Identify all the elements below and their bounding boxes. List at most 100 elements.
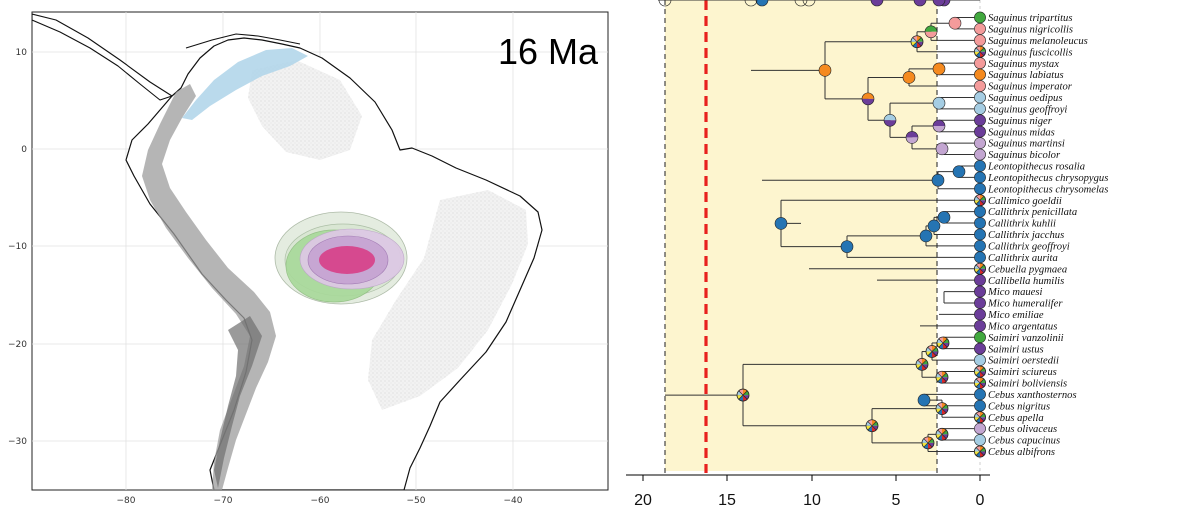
ancestral-state-pie xyxy=(920,230,932,242)
tip-state-marker xyxy=(974,377,985,388)
tip-state-marker xyxy=(974,389,985,400)
ancestral-state-pie xyxy=(953,166,965,178)
ancestral-state-pie xyxy=(933,63,945,75)
ancestral-state-pie xyxy=(916,358,928,370)
map-age-label: 16 Ma xyxy=(498,31,599,72)
tip-state-marker xyxy=(974,400,985,411)
ancestral-range xyxy=(275,212,407,304)
taxon-label: Cebuella pygmaea xyxy=(988,264,1067,275)
ancestral-state-pie xyxy=(819,64,831,76)
tip-state-marker xyxy=(974,240,985,251)
ancestral-state-pie xyxy=(936,428,948,440)
taxon-label: Cebus albifrons xyxy=(988,447,1055,458)
time-axis-label: 0 xyxy=(976,492,985,509)
tip-state-marker xyxy=(974,183,985,194)
tip-state-marker xyxy=(974,252,985,263)
time-axis-label: 20 xyxy=(634,492,652,509)
taxon-label: Cebus apella xyxy=(988,413,1044,424)
taxon-label: Saimiri sciureus xyxy=(988,367,1057,378)
tip-state-marker xyxy=(974,35,985,46)
tip-state-marker xyxy=(974,80,985,91)
paleo-map-panel: −80 −70 −60 −50 −40100−10−20−30 16 Ma xyxy=(8,12,608,506)
ancestral-state-pie xyxy=(841,241,853,253)
tip-state-marker xyxy=(974,58,985,69)
taxon-label: Saguinus midas xyxy=(988,127,1055,138)
taxon-label: Mico argentatus xyxy=(987,321,1057,332)
map-x-tick-label: −40 xyxy=(504,496,523,506)
taxon-label: Saimiri vanzolinii xyxy=(988,333,1064,344)
taxon-label: Callithrix penicillata xyxy=(988,207,1077,218)
map-y-tick-label: −10 xyxy=(8,242,27,252)
taxon-label: Saguinus niger xyxy=(988,116,1053,127)
tree-tips xyxy=(974,12,985,457)
tip-state-marker xyxy=(974,160,985,171)
tip-state-marker xyxy=(974,423,985,434)
map-y-tick-label: 10 xyxy=(16,48,28,58)
time-axis-label: 15 xyxy=(718,492,736,509)
ancestral-state-pie xyxy=(775,217,787,229)
tip-state-marker xyxy=(974,412,985,423)
tip-state-marker xyxy=(974,126,985,137)
ancestral-state-pie xyxy=(737,389,749,401)
taxon-label: Saguinus labiatus xyxy=(988,70,1064,81)
map-y-tick-label: 0 xyxy=(21,145,27,155)
tip-state-marker xyxy=(974,195,985,206)
ancestral-state-pie xyxy=(949,17,961,29)
taxon-label: Saguinus melanoleucus xyxy=(988,36,1088,47)
taxon-label: Mico emiliae xyxy=(987,310,1044,321)
ancestral-state-pie xyxy=(922,437,934,449)
taxon-label: Callithrix aurita xyxy=(988,253,1058,264)
taxon-label: Leontopithecus rosalia xyxy=(987,162,1085,173)
ancestral-state-pie xyxy=(936,371,948,383)
taxon-label: Callithrix kuhlii xyxy=(988,219,1056,230)
taxon-label: Saguinus bicolor xyxy=(988,150,1061,161)
tip-state-marker xyxy=(974,332,985,343)
map-y-tick-label: −30 xyxy=(8,437,27,447)
ancestral-state-pie xyxy=(918,394,930,406)
taxon-label: Saguinus oedipus xyxy=(988,93,1062,104)
tip-state-marker xyxy=(974,92,985,103)
tip-state-marker xyxy=(974,355,985,366)
taxon-label: Saguinus martinsi xyxy=(988,139,1065,150)
tip-state-marker xyxy=(974,206,985,217)
taxon-label: Leontopithecus chrysomelas xyxy=(987,184,1108,195)
taxon-label: Saguinus mystax xyxy=(988,59,1059,70)
tip-state-marker xyxy=(974,286,985,297)
tip-state-marker xyxy=(974,320,985,331)
map-x-tick-label: −70 xyxy=(214,496,233,506)
tip-state-marker xyxy=(974,23,985,34)
taxon-label: Saguinus fuscicollis xyxy=(988,47,1072,58)
taxon-label: Callibella humilis xyxy=(988,276,1064,287)
tip-state-marker xyxy=(974,343,985,354)
ancestral-state-pie xyxy=(884,114,896,126)
ancestral-state-pie xyxy=(932,174,944,186)
taxon-label: Saimiri ustus xyxy=(988,344,1044,355)
ancestral-state-pie xyxy=(928,220,940,232)
tip-state-marker xyxy=(974,149,985,160)
map-x-tick-label: −50 xyxy=(407,496,426,506)
tip-state-marker xyxy=(974,12,985,23)
taxon-label: Callimico goeldii xyxy=(988,196,1062,207)
time-axis-label: 5 xyxy=(892,492,901,509)
tip-state-marker xyxy=(974,434,985,445)
taxon-label: Callithrix geoffroyi xyxy=(988,242,1070,253)
tip-state-marker xyxy=(974,138,985,149)
ancestral-state-pie xyxy=(903,71,915,83)
tip-state-marker xyxy=(974,309,985,320)
ancestral-state-pie xyxy=(933,97,945,109)
time-axis-label: 10 xyxy=(803,492,821,509)
taxon-label: Saguinus tripartitus xyxy=(988,13,1072,24)
tip-state-marker xyxy=(974,275,985,286)
tip-state-marker xyxy=(974,229,985,240)
taxon-label: Saguinus geoffroyi xyxy=(988,104,1067,115)
ancestral-state-pie xyxy=(866,420,878,432)
ancestral-state-pie xyxy=(938,211,950,223)
tip-state-marker xyxy=(974,217,985,228)
taxon-label: Cebus xanthosternos xyxy=(988,390,1077,401)
range-core xyxy=(319,246,375,274)
ancestral-state-pie xyxy=(911,36,923,48)
ancestral-state-pie xyxy=(937,337,949,349)
